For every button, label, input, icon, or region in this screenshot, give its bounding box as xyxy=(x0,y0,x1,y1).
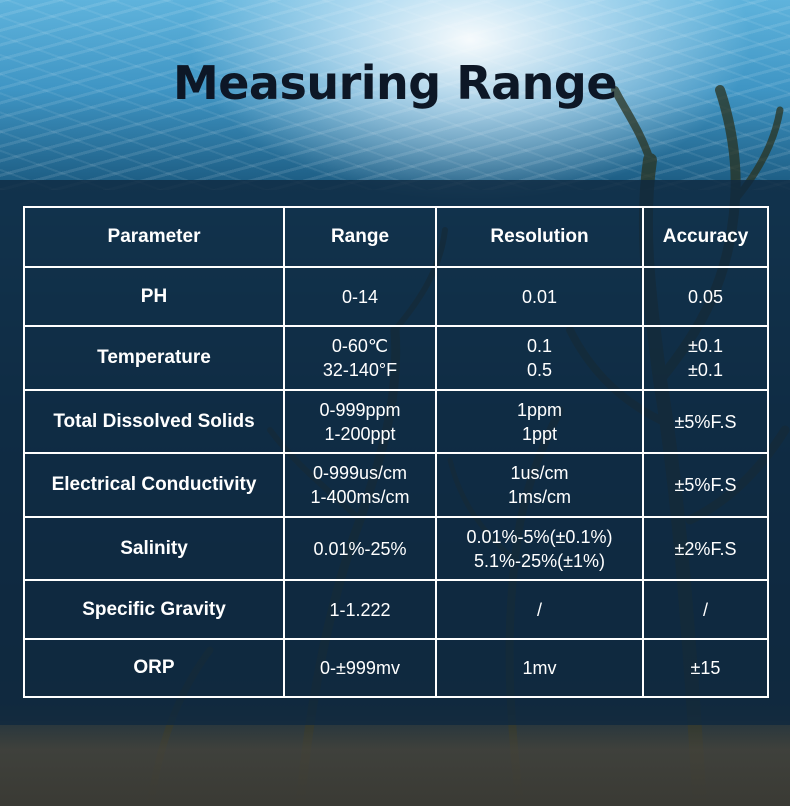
parameter-cell: Total Dissolved Solids xyxy=(23,389,285,454)
resolution-cell: 0.01 xyxy=(435,266,644,327)
column-header-resolution: Resolution xyxy=(435,206,644,268)
range-cell: 1-1.222 xyxy=(283,579,437,640)
measuring-range-table: Parameter Range Resolution Accuracy PH 0… xyxy=(23,206,769,698)
resolution-cell: 1ppm 1ppt xyxy=(435,389,644,454)
accuracy-cell: ±2%F.S xyxy=(642,516,769,581)
column-header-range: Range xyxy=(283,206,437,268)
table-row: PH 0-14 0.01 0.05 xyxy=(23,266,769,327)
page-title: Measuring Range xyxy=(172,56,618,110)
table-row: Electrical Conductivity 0-999us/cm 1-400… xyxy=(23,452,769,518)
accuracy-cell: / xyxy=(642,579,769,640)
accuracy-cell: ±15 xyxy=(642,638,769,698)
resolution-cell: / xyxy=(435,579,644,640)
range-cell: 0-999us/cm 1-400ms/cm xyxy=(283,452,437,518)
parameter-cell: ORP xyxy=(23,638,285,698)
table-row: ORP 0-±999mv 1mv ±15 xyxy=(23,638,769,698)
range-cell: 0-±999mv xyxy=(283,638,437,698)
column-header-accuracy: Accuracy xyxy=(642,206,769,268)
range-cell: 0.01%-25% xyxy=(283,516,437,581)
range-cell: 0-14 xyxy=(283,266,437,327)
parameter-cell: Electrical Conductivity xyxy=(23,452,285,518)
table-row: Total Dissolved Solids 0-999ppm 1-200ppt… xyxy=(23,389,769,454)
water-surface-ripples xyxy=(0,0,790,190)
parameter-cell: Temperature xyxy=(23,325,285,391)
parameter-cell: Salinity xyxy=(23,516,285,581)
parameter-cell: PH xyxy=(23,266,285,327)
accuracy-cell: ±5%F.S xyxy=(642,389,769,454)
table-header-row: Parameter Range Resolution Accuracy xyxy=(23,206,769,268)
table-row: Temperature 0-60℃ 32-140°F 0.1 0.5 ±0.1 … xyxy=(23,325,769,391)
parameter-cell: Specific Gravity xyxy=(23,579,285,640)
resolution-cell: 1us/cm 1ms/cm xyxy=(435,452,644,518)
table-row: Salinity 0.01%-25% 0.01%-5%(±0.1%) 5.1%-… xyxy=(23,516,769,581)
accuracy-cell: ±5%F.S xyxy=(642,452,769,518)
resolution-cell: 0.01%-5%(±0.1%) 5.1%-25%(±1%) xyxy=(435,516,644,581)
column-header-parameter: Parameter xyxy=(23,206,285,268)
table-row: Specific Gravity 1-1.222 / / xyxy=(23,579,769,640)
accuracy-cell: 0.05 xyxy=(642,266,769,327)
range-cell: 0-60℃ 32-140°F xyxy=(283,325,437,391)
resolution-cell: 0.1 0.5 xyxy=(435,325,644,391)
resolution-cell: 1mv xyxy=(435,638,644,698)
accuracy-cell: ±0.1 ±0.1 xyxy=(642,325,769,391)
range-cell: 0-999ppm 1-200ppt xyxy=(283,389,437,454)
